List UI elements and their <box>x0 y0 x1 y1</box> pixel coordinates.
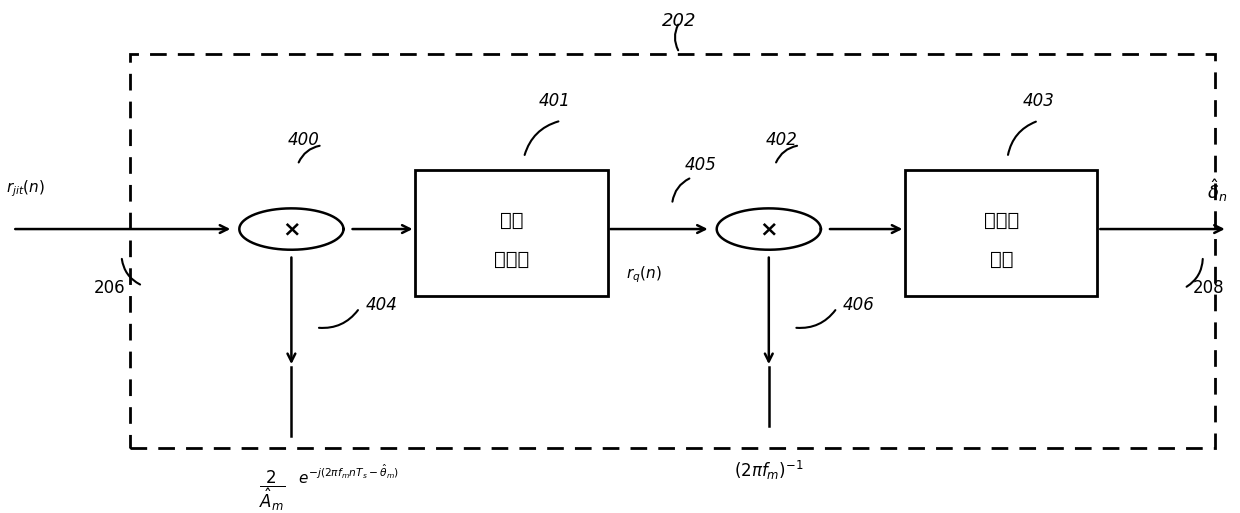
Text: 运算: 运算 <box>990 250 1013 269</box>
Text: $r_q(n)$: $r_q(n)$ <box>626 264 662 285</box>
Text: 406: 406 <box>843 297 875 314</box>
Text: ×: × <box>759 219 779 239</box>
Text: $(2\pi f_m)^{-1}$: $(2\pi f_m)^{-1}$ <box>734 459 804 482</box>
Text: 402: 402 <box>765 131 797 149</box>
Text: 202: 202 <box>662 12 697 30</box>
Text: 低通: 低通 <box>500 211 523 230</box>
Text: $e^{-j(2\pi f_m nT_s - \hat{\theta}_m)}$: $e^{-j(2\pi f_m nT_s - \hat{\theta}_m)}$ <box>298 464 398 487</box>
FancyBboxPatch shape <box>905 170 1097 295</box>
Text: 404: 404 <box>366 297 398 314</box>
Text: 滤波器: 滤波器 <box>494 250 529 269</box>
Text: 405: 405 <box>684 156 717 174</box>
Text: $\dfrac{2}{\hat{A}_m}$: $\dfrac{2}{\hat{A}_m}$ <box>259 468 285 512</box>
Text: ×: × <box>281 219 301 239</box>
Text: 208: 208 <box>1193 279 1225 297</box>
FancyBboxPatch shape <box>415 170 608 295</box>
Text: 403: 403 <box>1023 92 1054 110</box>
Text: 取虚部: 取虚部 <box>983 211 1019 230</box>
Text: $r_{jit}(n)$: $r_{jit}(n)$ <box>6 179 45 200</box>
Text: 401: 401 <box>539 92 570 110</box>
Text: 400: 400 <box>288 131 320 149</box>
Text: 206: 206 <box>93 279 125 297</box>
Text: $\hat{\delta}_n$: $\hat{\delta}_n$ <box>1208 177 1228 205</box>
